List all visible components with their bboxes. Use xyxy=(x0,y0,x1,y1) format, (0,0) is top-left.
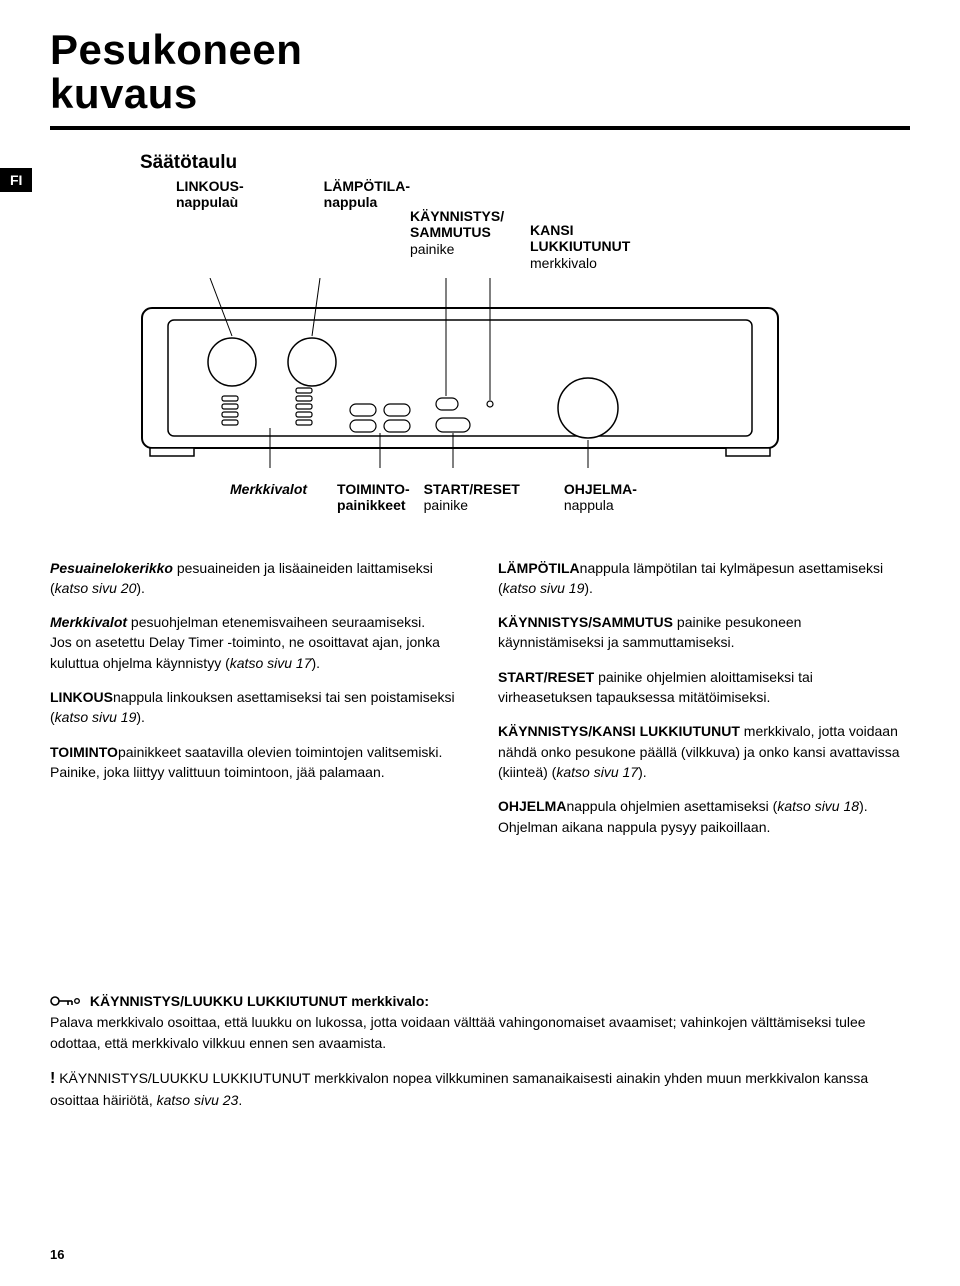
page-title: Pesukoneen kuvaus xyxy=(50,28,910,116)
label-start-l1: START/RESET xyxy=(424,481,520,497)
lc-p1d: ). xyxy=(136,580,145,596)
subtitle: Säätötaulu xyxy=(140,152,910,174)
label-kaynnistys: KÄYNNISTYS/ SAMMUTUS painike xyxy=(410,208,504,256)
rc-p1a: LÄMPÖTILA xyxy=(498,560,580,576)
lc-p1c: katso sivu 20 xyxy=(55,580,137,596)
rc-p5: OHJELMAnappula ohjelmien asettamiseksi (… xyxy=(498,796,910,837)
rc-p5d: ). xyxy=(859,798,868,814)
label-kaynnistys-l3: painike xyxy=(410,241,454,257)
label-ohjelma-l1: OHJELMA- xyxy=(564,481,637,497)
rc-p5c: katso sivu 18 xyxy=(777,798,859,814)
labels-bottom: Merkkivalot TOIMINTO- painikkeet START/R… xyxy=(140,481,910,513)
title-rule xyxy=(50,126,910,130)
label-kansi: KANSI LUKKIUTUNUT merkkivalo xyxy=(530,222,630,270)
rc-p4c: katso sivu 17 xyxy=(556,764,638,780)
label-toiminto-l1: TOIMINTO- xyxy=(337,481,410,497)
panel-wrap: KÄYNNISTYS/ SAMMUTUS painike KANSI LUKKI… xyxy=(140,210,910,473)
label-linkous-l2: nappulaù xyxy=(176,194,244,210)
control-panel-diagram xyxy=(140,278,780,468)
rc-p5a: OHJELMA xyxy=(498,798,566,814)
label-toiminto: TOIMINTO- painikkeet xyxy=(337,481,410,513)
title-l1: Pesukoneen xyxy=(50,26,302,73)
footer-h1: KÄYNNISTYS/LUUKKU LUKKIUTUNUT merkkivalo… xyxy=(86,993,429,1009)
rc-p1d: ). xyxy=(584,580,593,596)
lc-p1a: Pesuainelokerikko xyxy=(50,560,173,576)
right-column: LÄMPÖTILAnappula lämpötilan tai kylmäpes… xyxy=(498,558,910,851)
rc-p5b: nappula ohjelmien asettamiseksi ( xyxy=(566,798,777,814)
lc-p3d: ). xyxy=(136,709,145,725)
label-merkkivalot: Merkkivalot xyxy=(230,481,307,513)
rc-p4d: ). xyxy=(638,764,647,780)
lc-p2d: katso sivu 17 xyxy=(230,655,312,671)
language-badge: FI xyxy=(0,168,32,192)
rc-p1c: katso sivu 19 xyxy=(503,580,585,596)
lc-p3a: LINKOUS xyxy=(50,689,113,705)
label-lampotila-l1: LÄMPÖTILA- xyxy=(324,178,410,194)
rc-p2: KÄYNNISTYS/SAMMUTUS painike pesukoneen k… xyxy=(498,612,910,653)
lc-p3c: katso sivu 19 xyxy=(55,709,137,725)
label-ohjelma-l2: nappula xyxy=(564,497,614,513)
lc-p4a: TOIMINTO xyxy=(50,744,118,760)
footer-p2b: katso sivu 23 xyxy=(157,1092,239,1108)
label-kaynnistys-l2: SAMMUTUS xyxy=(410,224,491,240)
lc-p2b: pesuohjelman etenemisvaiheen seuraamisek… xyxy=(127,614,425,630)
footer-p2: ! KÄYNNISTYS/LUUKKU LUKKIUTUNUT merkkiva… xyxy=(50,1067,910,1110)
rc-p5e: Ohjelman aikana nappula pysyy paikoillaa… xyxy=(498,819,770,835)
lc-p4: TOIMINTOpainikkeet saatavilla olevien to… xyxy=(50,742,462,783)
lc-p3: LINKOUSnappula linkouksen asettamiseksi … xyxy=(50,687,462,728)
footer-p2c: . xyxy=(238,1092,242,1108)
label-linkous: LINKOUS- nappulaù xyxy=(176,178,244,210)
body-columns: Pesuainelokerikko pesuaineiden ja lisäai… xyxy=(50,558,910,851)
rc-p4: KÄYNNISTYS/KANSI LUKKIUTUNUT merkkivalo,… xyxy=(498,721,910,782)
labels-top: LINKOUS- nappulaù LÄMPÖTILA- nappula xyxy=(176,178,910,210)
lc-p2e: ). xyxy=(311,655,320,671)
label-ohjelma: OHJELMA- nappula xyxy=(564,481,637,513)
rc-p1: LÄMPÖTILAnappula lämpötilan tai kylmäpes… xyxy=(498,558,910,599)
label-kansi-l1: KANSI xyxy=(530,222,574,238)
label-kaynnistys-l1: KÄYNNISTYS/ xyxy=(410,208,504,224)
lc-p2a: Merkkivalot xyxy=(50,614,127,630)
lc-p1: Pesuainelokerikko pesuaineiden ja lisäai… xyxy=(50,558,462,599)
label-lampotila-l2: nappula xyxy=(324,194,410,210)
label-kansi-l3: merkkivalo xyxy=(530,255,597,271)
lc-p2: Merkkivalot pesuohjelman etenemisvaiheen… xyxy=(50,612,462,673)
left-column: Pesuainelokerikko pesuaineiden ja lisäai… xyxy=(50,558,462,851)
label-lampotila: LÄMPÖTILA- nappula xyxy=(324,178,410,210)
key-lock-icon xyxy=(50,992,80,1012)
footer-p1: KÄYNNISTYS/LUUKKU LUKKIUTUNUT merkkivalo… xyxy=(50,991,910,1053)
label-toiminto-l2: painikkeet xyxy=(337,497,405,513)
label-start-l2: painike xyxy=(424,497,468,513)
rc-p3a: START/RESET xyxy=(498,669,594,685)
rc-p2a: KÄYNNISTYS/SAMMUTUS xyxy=(498,614,673,630)
label-linkous-l1: LINKOUS- xyxy=(176,178,244,194)
footer-box: KÄYNNISTYS/LUUKKU LUKKIUTUNUT merkkivalo… xyxy=(50,991,910,1111)
label-kansi-l2: LUKKIUTUNUT xyxy=(530,238,630,254)
rc-p3: START/RESET painike ohjelmien aloittamis… xyxy=(498,667,910,708)
title-l2: kuvaus xyxy=(50,70,198,117)
page-number: 16 xyxy=(50,1247,64,1262)
rc-p4a: KÄYNNISTYS/KANSI LUKKIUTUNUT xyxy=(498,723,740,739)
label-start: START/RESET painike xyxy=(424,481,520,513)
footer-p1-text: Palava merkkivalo osoittaa, että luukku … xyxy=(50,1014,866,1050)
